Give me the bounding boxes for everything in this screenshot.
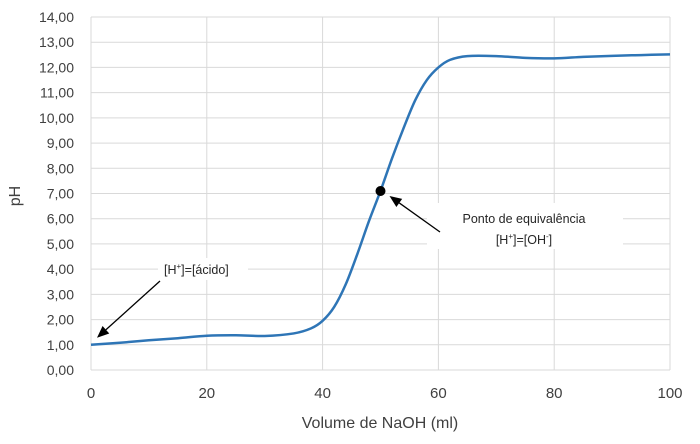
y-tick-label: 14,00	[39, 9, 74, 25]
y-tick-label: 1,00	[47, 337, 74, 353]
x-axis-title: Volume de NaOH (ml)	[302, 415, 459, 432]
x-tick-label: 0	[87, 385, 95, 402]
x-tick-label: 80	[546, 385, 563, 402]
grid-lines	[90, 16, 671, 371]
y-tick-label: 12,00	[39, 59, 74, 75]
y-tick-label: 3,00	[47, 286, 74, 302]
annotation-acid-label: [H+]=[ácido]	[164, 262, 229, 277]
annotation-equiv-arrowhead	[389, 195, 403, 208]
annotation-equiv-arrow	[398, 202, 441, 233]
y-tick-label: 0,00	[47, 362, 74, 378]
annotation-acid-arrowhead	[97, 326, 110, 338]
annotation-equiv-formula: [H+]=[OH-]	[496, 232, 552, 247]
y-tick-label: 4,00	[47, 261, 74, 277]
x-tick-label: 20	[198, 385, 215, 402]
y-tick-label: 5,00	[47, 236, 74, 252]
annotation-equiv-box	[427, 203, 623, 249]
x-tick-label: 60	[430, 385, 447, 402]
annotation-equiv-label: Ponto de equivalência	[462, 212, 585, 226]
x-tick-labels: 0 20 40 60 80 100	[87, 385, 683, 402]
x-tick-label: 100	[657, 385, 682, 402]
y-tick-label: 2,00	[47, 312, 74, 328]
y-tick-label: 11,00	[40, 85, 74, 101]
y-axis-title: pH	[7, 186, 24, 206]
annotation-acid-arrow	[105, 280, 161, 331]
equivalence-point-marker	[375, 185, 386, 196]
x-tick-label: 40	[314, 385, 331, 402]
y-tick-label: 13,00	[39, 34, 74, 50]
y-tick-label: 8,00	[47, 160, 74, 176]
y-tick-label: 10,00	[39, 110, 74, 126]
series-line	[90, 53, 671, 347]
y-tick-label: 9,00	[47, 135, 74, 151]
annotation-acid-box	[158, 258, 248, 280]
y-tick-label: 7,00	[47, 186, 74, 202]
y-tick-label: 6,00	[47, 211, 74, 227]
y-tick-labels: 0,00 1,00 2,00 3,00 4,00 5,00 6,00 7,00 8,00 9,00…	[39, 9, 74, 378]
